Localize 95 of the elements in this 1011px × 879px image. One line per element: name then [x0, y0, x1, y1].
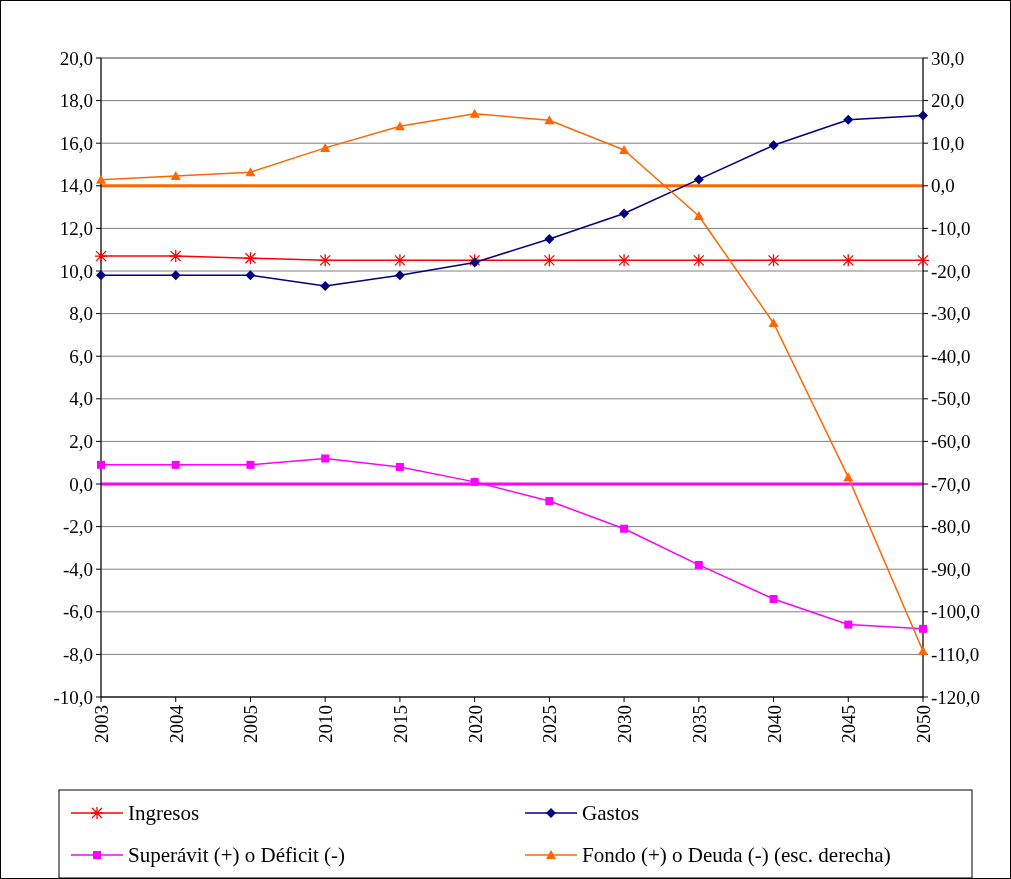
point [843, 472, 854, 482]
y-tick-label: 4,0 [69, 388, 93, 410]
point [245, 167, 256, 177]
point [169, 249, 183, 263]
y-tick-label: 18,0 [59, 90, 93, 112]
point [320, 142, 331, 152]
y-tick-label: 0,0 [69, 473, 93, 495]
legend-label: Fondo (+) o Deuda (-) (esc. derecha) [582, 843, 891, 868]
y-tick-label: 6,0 [69, 345, 93, 367]
legend-label: Ingresos [128, 801, 200, 826]
point [768, 317, 779, 327]
point [96, 270, 106, 281]
y2-tick-label: -10,0 [931, 218, 971, 240]
point [843, 114, 854, 125]
point [394, 121, 405, 131]
point [97, 460, 105, 469]
y2-tick-label: -120,0 [931, 686, 981, 708]
x-tick-label: 2004 [165, 704, 187, 743]
point [544, 115, 555, 125]
point [393, 253, 407, 267]
y2-tick-label: -70,0 [931, 473, 971, 495]
point [96, 174, 106, 184]
y-tick-label: 16,0 [59, 132, 93, 154]
y2-tick-label: 0,0 [931, 175, 955, 197]
y2-tick-label: 30,0 [931, 47, 965, 69]
y-tick-label: -10,0 [53, 686, 93, 708]
point [692, 253, 706, 267]
x-tick-label: 2005 [240, 705, 262, 743]
x-tick-label: 2040 [763, 705, 785, 743]
point [542, 253, 557, 267]
y2-tick-label: -110,0 [931, 644, 980, 666]
point [693, 211, 704, 221]
x-tick-label: 2030 [614, 705, 636, 743]
point [470, 477, 479, 486]
point [171, 460, 180, 469]
x-tick-label: 2020 [464, 705, 486, 743]
y-tick-label: 10,0 [59, 260, 93, 282]
point [318, 253, 332, 267]
point [469, 108, 480, 118]
x-tick-label: 2015 [389, 705, 411, 743]
point [844, 620, 853, 629]
legend-label: Gastos [582, 801, 640, 826]
point [320, 280, 331, 291]
point [617, 253, 631, 267]
y-tick-label: 12,0 [59, 218, 93, 240]
y-tick-label: 2,0 [69, 431, 93, 453]
y2-tick-label: 20,0 [931, 90, 965, 112]
point [916, 253, 930, 267]
point [246, 460, 255, 469]
point [619, 145, 630, 155]
y2-tick-label: -60,0 [931, 431, 971, 453]
point [94, 249, 108, 263]
y-tick-label: -2,0 [62, 516, 93, 538]
y2-tick-label: -30,0 [931, 303, 971, 325]
point [469, 257, 480, 268]
point [694, 560, 703, 569]
y-tick-label: 8,0 [69, 303, 93, 325]
y2-tick-label: -90,0 [931, 558, 971, 580]
y2-tick-label: 10,0 [931, 132, 965, 154]
point [321, 454, 330, 463]
point [170, 171, 181, 180]
point [918, 110, 928, 121]
point [693, 174, 704, 185]
point [243, 251, 258, 265]
y-tick-label: -4,0 [62, 558, 93, 580]
y2-tick-label: -20,0 [931, 260, 971, 282]
point [619, 208, 630, 219]
point [395, 462, 404, 471]
point [544, 234, 555, 245]
point [620, 524, 629, 533]
y2-tick-label: -80,0 [931, 516, 971, 538]
y2-tick-label: -50,0 [931, 388, 971, 410]
x-tick-label: 2035 [688, 705, 710, 743]
x-tick-label: 2003 [91, 705, 112, 743]
point [766, 253, 781, 267]
y2-tick-label: -100,0 [931, 601, 981, 623]
x-tick-label: 2045 [838, 705, 860, 743]
point [841, 253, 855, 267]
y-tick-label: -6,0 [62, 601, 93, 623]
y2-tick-label: -40,0 [931, 345, 971, 367]
point [918, 645, 928, 655]
x-tick-label: 2025 [539, 705, 561, 743]
point [170, 270, 181, 281]
y-tick-label: 14,0 [59, 175, 93, 197]
point [919, 624, 927, 633]
x-tick-label: 2010 [315, 705, 337, 743]
point [394, 270, 405, 281]
point [768, 140, 779, 151]
y-tick-label: -8,0 [62, 644, 93, 666]
point [245, 270, 256, 281]
x-tick-label: 2050 [913, 705, 934, 743]
y-tick-label: 20,0 [59, 47, 93, 69]
point [769, 595, 778, 604]
point [545, 497, 554, 506]
legend-label: Superávit (+) o Déficit (-) [128, 843, 346, 868]
